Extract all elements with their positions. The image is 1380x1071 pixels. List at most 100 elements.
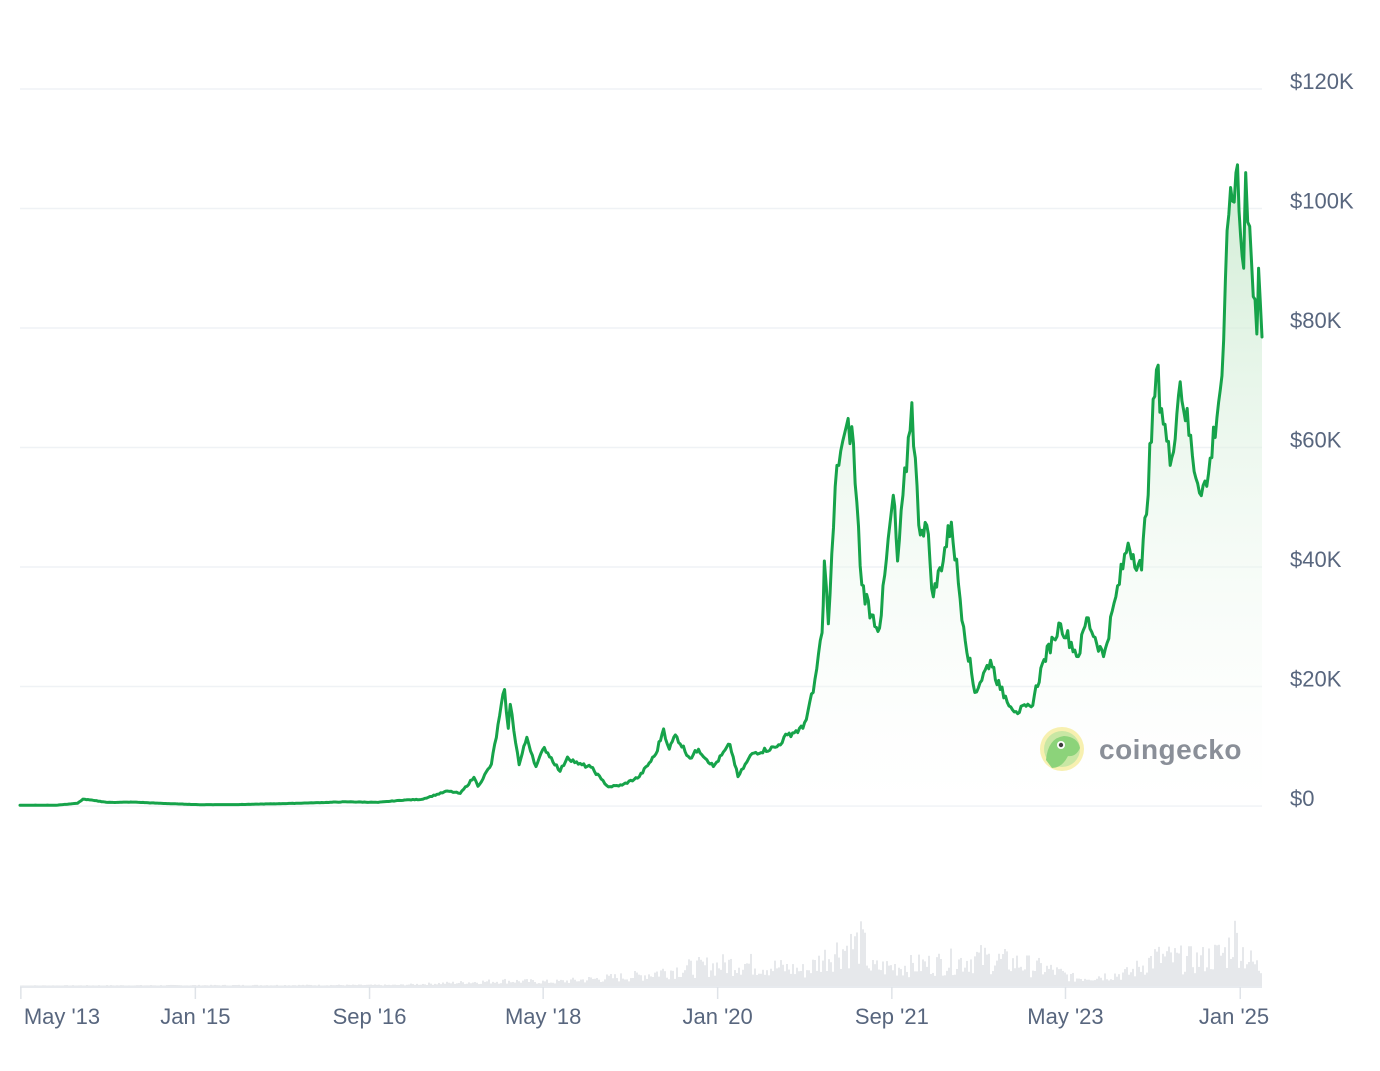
volume-bar	[436, 984, 438, 986]
volume-bar	[1002, 954, 1004, 986]
volume-bar	[150, 985, 152, 986]
volume-bar	[946, 970, 948, 986]
volume-bar	[1188, 946, 1190, 986]
volume-bar	[1058, 969, 1060, 986]
volume-bar	[1164, 956, 1166, 986]
volume-bar	[388, 984, 390, 986]
volume-bar	[664, 971, 666, 986]
volume-bar	[1206, 967, 1208, 986]
volume-bar	[772, 971, 774, 986]
volume-bar	[1252, 961, 1254, 986]
volume-bar	[846, 945, 848, 986]
volume-bar	[1190, 946, 1192, 986]
volume-bar	[720, 969, 722, 986]
volume-bar	[1004, 948, 1006, 986]
volume-bar	[638, 974, 640, 986]
volume-bar	[932, 972, 934, 986]
volume-bar	[554, 983, 556, 986]
volume-bar	[602, 981, 604, 986]
volume-bar	[416, 983, 418, 986]
volume-bar	[440, 984, 442, 986]
volume-bar	[644, 975, 646, 986]
volume-bar	[1068, 981, 1070, 986]
volume-bar	[1140, 971, 1142, 986]
volume-bar	[456, 983, 458, 986]
volume-bar	[370, 984, 372, 986]
volume-bar	[712, 963, 714, 986]
volume-bar	[1156, 951, 1158, 986]
volume-bar	[934, 975, 936, 986]
volume-bar	[1150, 956, 1152, 986]
volume-bar	[146, 985, 148, 986]
volume-bar	[48, 985, 50, 986]
volume-bar	[586, 980, 588, 986]
volume-bar	[1124, 969, 1126, 986]
volume-bar	[414, 984, 416, 986]
volume-bar	[28, 985, 30, 986]
volume-bar	[788, 969, 790, 986]
volume-bar	[1220, 955, 1222, 986]
volume-bar	[892, 970, 894, 986]
volume-bar	[960, 957, 962, 986]
volume-bar	[1186, 956, 1188, 986]
price-area-fill	[20, 164, 1262, 807]
volume-bar	[74, 985, 76, 986]
volume-bar	[740, 974, 742, 986]
volume-bar	[40, 985, 42, 986]
volume-bar	[1234, 920, 1236, 986]
volume-bar	[522, 980, 524, 986]
volume-bar	[968, 971, 970, 986]
y-axis: $0 $20K $40K $60K $80K $100K $120K	[1290, 69, 1354, 811]
watermark-text: coingecko	[1099, 734, 1242, 765]
volume-bar	[966, 960, 968, 986]
volume-bar	[1064, 972, 1066, 986]
volume-bar	[474, 982, 476, 986]
volume-bar	[1184, 971, 1186, 986]
volume-bar	[374, 984, 376, 986]
volume-bar	[322, 985, 324, 986]
volume-bar	[378, 984, 380, 986]
volume-bars	[20, 920, 1262, 986]
volume-bar	[1070, 973, 1072, 986]
volume-bar	[228, 985, 230, 986]
volume-bar	[184, 985, 186, 986]
volume-bar	[762, 969, 764, 986]
volume-bar	[616, 978, 618, 986]
volume-bar	[1248, 962, 1250, 986]
volume-bar	[126, 985, 128, 986]
volume-bar	[424, 984, 426, 986]
volume-bar	[418, 984, 420, 986]
volume-bar	[284, 985, 286, 986]
volume-bar	[1120, 979, 1122, 986]
volume-bar	[726, 973, 728, 986]
volume-bar	[548, 982, 550, 986]
volume-bar	[376, 984, 378, 986]
volume-bar	[56, 985, 58, 986]
volume-bar	[1102, 980, 1104, 986]
volume-bar	[986, 954, 988, 986]
volume-bar	[490, 983, 492, 986]
volume-bar	[1054, 974, 1056, 986]
volume-bar	[1050, 964, 1052, 986]
volume-bar	[148, 985, 150, 986]
volume-bar	[1130, 972, 1132, 986]
volume-bar	[902, 975, 904, 986]
volume-bar	[128, 985, 130, 986]
volume-bar	[446, 981, 448, 986]
volume-bar	[958, 959, 960, 986]
volume-bar	[1114, 973, 1116, 986]
volume-bar	[406, 984, 408, 986]
volume-bar	[478, 984, 480, 986]
volume-bar	[1230, 958, 1232, 986]
volume-bar	[1018, 967, 1020, 986]
volume-bar	[798, 971, 800, 986]
volume-bar	[1052, 969, 1054, 986]
volume-bar	[1010, 971, 1012, 986]
volume-bar	[248, 985, 250, 986]
volume-bar	[292, 985, 294, 986]
volume-bar	[286, 985, 288, 986]
volume-bar	[1022, 970, 1024, 986]
volume-bar	[1044, 972, 1046, 986]
volume-bar	[1060, 968, 1062, 986]
volume-bar	[1016, 955, 1018, 986]
